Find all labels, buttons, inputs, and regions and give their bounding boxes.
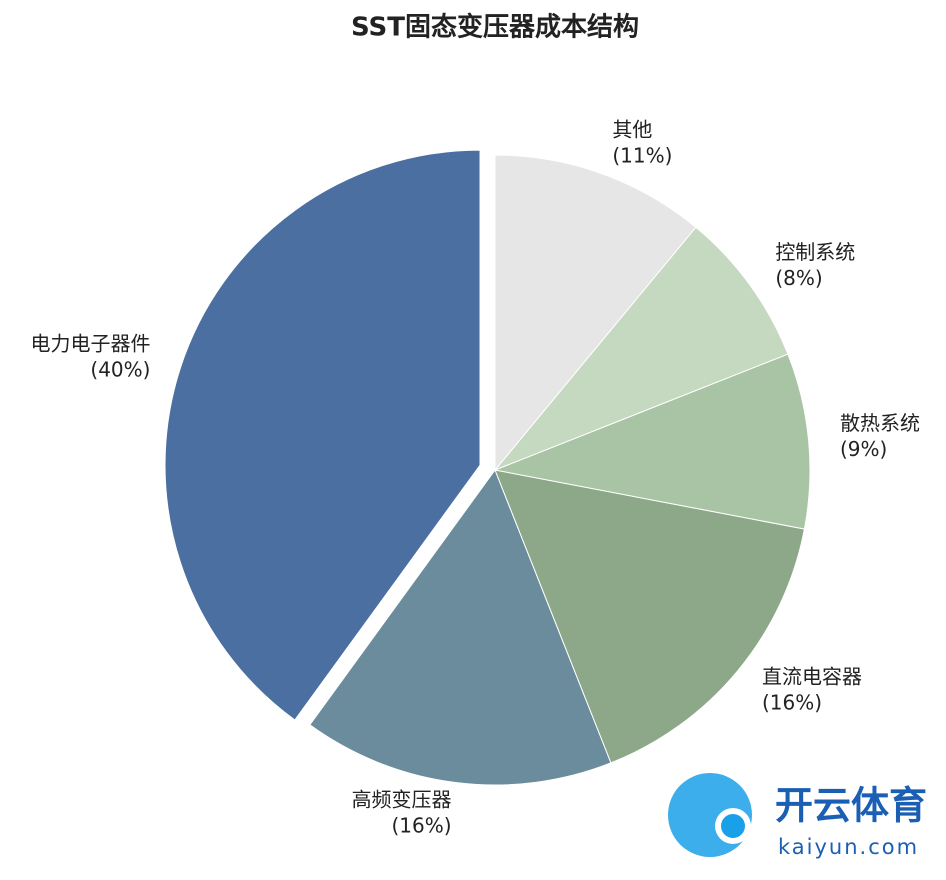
pie-slice <box>309 468 612 786</box>
pie-slice <box>494 154 697 472</box>
chart-title: SST固态变压器成本结构 <box>351 12 639 43</box>
slice-label: 其他 <box>612 117 652 141</box>
slice-value-label: (16%) <box>392 813 452 837</box>
watermark-text: 开云体育 <box>775 784 927 828</box>
slice-label: 直流电容器 <box>762 664 862 688</box>
slice-value-label: (8%) <box>775 266 822 290</box>
slice-value-label: (16%) <box>762 690 822 714</box>
slice-label: 电力电子器件 <box>30 332 150 356</box>
pie-slice <box>494 226 789 471</box>
pie-slice <box>164 149 481 721</box>
slice-value-label: (11%) <box>612 143 672 167</box>
slice-label: 散热系统 <box>840 411 920 435</box>
slice-label: 高频变压器 <box>352 787 452 811</box>
watermark-url: kaiyun.com <box>778 835 919 859</box>
slice-value-label: (9%) <box>840 437 887 461</box>
slice-value-label: (40%) <box>90 358 150 382</box>
pie-slice <box>494 469 806 764</box>
watermark: 开云体育 kaiyun.com <box>668 773 927 859</box>
slice-label: 控制系统 <box>775 240 855 264</box>
watermark-ball-inner <box>721 814 745 838</box>
pie-slice <box>493 353 811 530</box>
